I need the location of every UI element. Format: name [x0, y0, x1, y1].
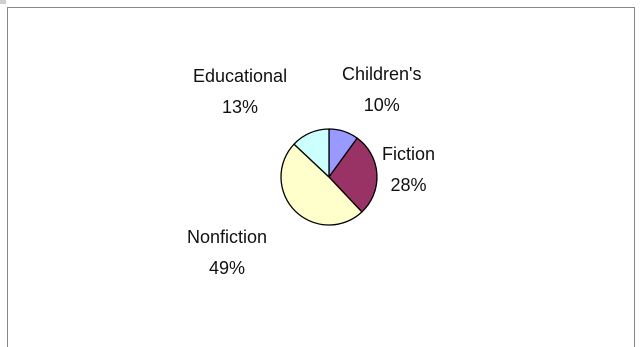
slice-category-educational: Educational: [193, 66, 288, 86]
slice-label-childrens: Children's 10%: [342, 59, 421, 121]
slice-percent-fiction: 28%: [390, 175, 427, 195]
pie-slice-fiction: [328, 137, 378, 213]
slice-percent-childrens: 10%: [363, 95, 400, 115]
corner-mark: [0, 0, 6, 4]
slice-percent-nonfiction: 49%: [209, 258, 246, 278]
pie-slice-nonfiction: [280, 143, 363, 226]
slice-category-nonfiction: Nonfiction: [187, 227, 268, 247]
slice-category-childrens: Children's: [342, 64, 422, 84]
pie-slice-educational: [293, 128, 330, 178]
slice-percent-educational: 13%: [222, 97, 259, 117]
slice-label-educational: Educational 13%: [193, 61, 287, 123]
slice-category-fiction: Fiction: [382, 144, 436, 164]
slice-label-nonfiction: Nonfiction 49%: [187, 222, 267, 284]
slice-label-fiction: Fiction 28%: [382, 139, 435, 201]
